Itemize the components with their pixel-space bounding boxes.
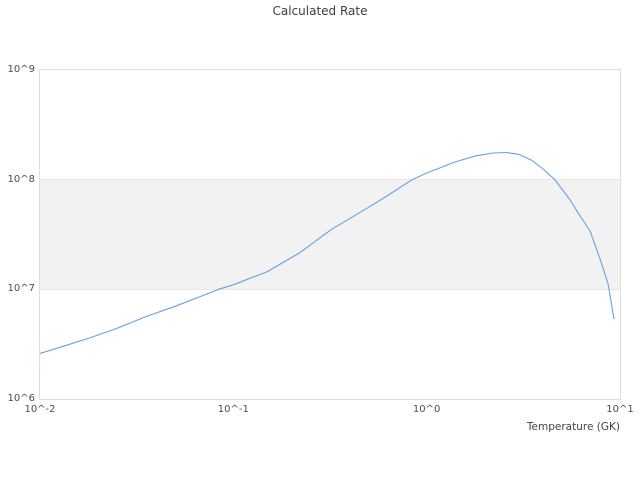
y-tick-label: 10^9 [7, 64, 35, 75]
grid-band [40, 179, 620, 290]
plot-area [39, 69, 621, 400]
x-tick-label: 10^1 [606, 404, 634, 415]
x-axis-title: Temperature (GK) [526, 421, 620, 433]
gridline [40, 179, 620, 181]
rate-curve [40, 151, 615, 355]
x-tick-label: 10^-2 [24, 404, 56, 415]
y-tick-label: 10^7 [7, 283, 35, 295]
y-tick-label: 10^6 [7, 393, 35, 404]
x-tick-label: 10^0 [412, 404, 441, 415]
gridline [40, 288, 620, 290]
curve-canvas [40, 151, 615, 355]
chart-title: Calculated Rate [272, 4, 368, 18]
y-tick-label: 10^8 [7, 173, 35, 185]
x-tick-label: 10^-1 [217, 404, 249, 415]
